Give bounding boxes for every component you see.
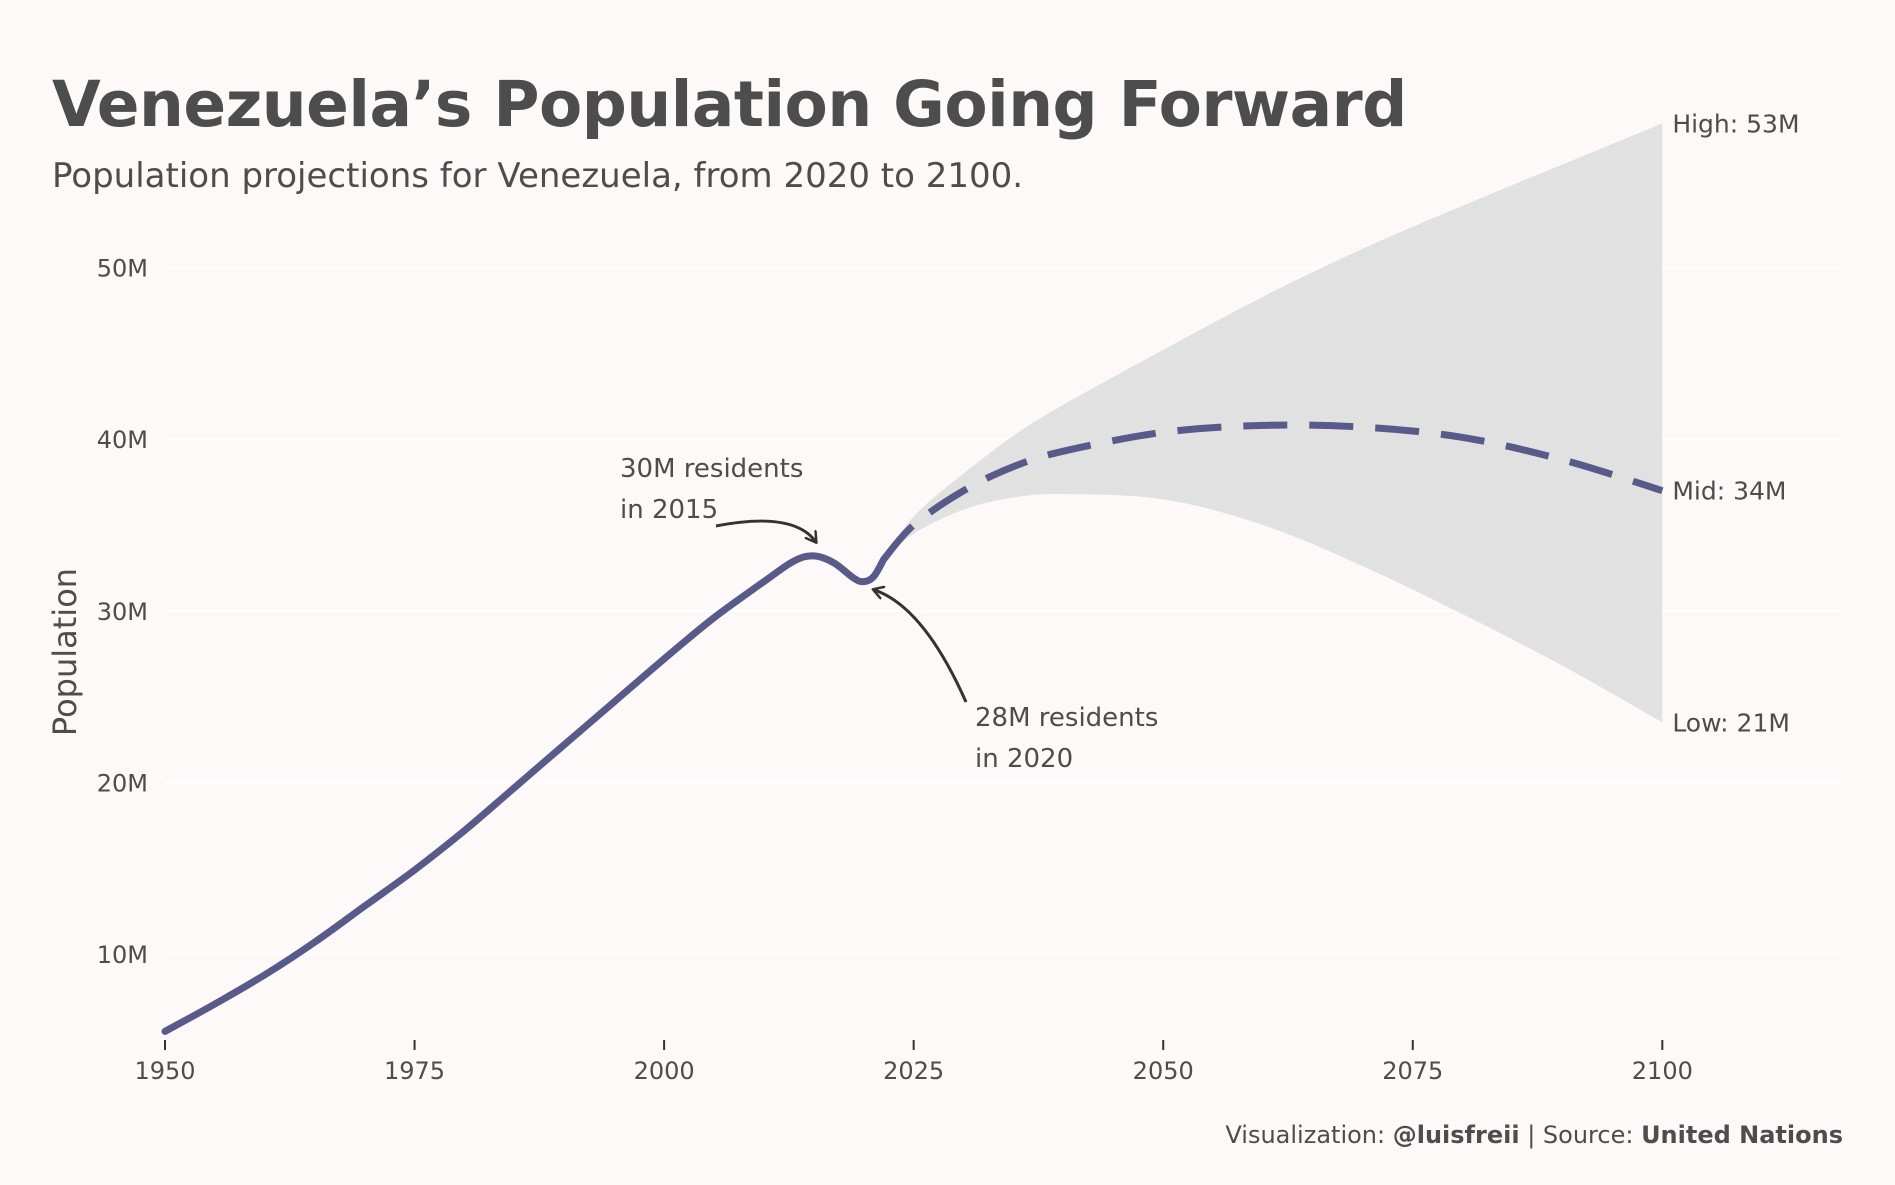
annotation-2015-arrow xyxy=(715,519,816,542)
y-tick-label-10: 10M xyxy=(97,941,148,969)
annotation-2015-line-1: 30M residents xyxy=(620,454,803,484)
x-tick-label-2000: 2000 xyxy=(634,1057,695,1085)
x-tick-label-2025: 2025 xyxy=(883,1057,944,1085)
axes-layer: 10M 20M 30M 40M 50M 1950 1975 2000 2025 2050 2075 2… xyxy=(97,255,1693,1086)
caption-separator: | Source: xyxy=(1519,1121,1642,1149)
y-axis-label: Population xyxy=(46,568,84,736)
x-tick-label-1950: 1950 xyxy=(134,1057,195,1085)
annotation-2020-line-2: in 2020 xyxy=(975,744,1073,774)
end-label-upper: High: 53M xyxy=(1672,109,1799,138)
annotations-layer: High: 53M Mid: 34M Low: 21M 30M residents in… xyxy=(620,109,1800,774)
caption-prefix: Visualization: xyxy=(1225,1121,1393,1149)
x-tick-label-2050: 2050 xyxy=(1133,1057,1194,1085)
caption: Visualization: @luisfreii | Source: Unit… xyxy=(1225,1121,1843,1149)
y-tick-label-50: 50M xyxy=(97,255,148,283)
series-line-mid xyxy=(881,421,1664,562)
annotation-2020-line-1: 28M residents xyxy=(975,703,1158,733)
end-label-lower: Low: 21M xyxy=(1672,708,1790,737)
series-layer xyxy=(161,421,1664,1035)
x-tick-label-1975: 1975 xyxy=(384,1057,445,1085)
x-tick-label-2075: 2075 xyxy=(1382,1057,1443,1085)
chart-subtitle: Population projections for Venezuela, fr… xyxy=(52,156,1024,196)
y-tick-label-20: 20M xyxy=(97,770,148,798)
series-line-historical xyxy=(161,552,888,1035)
caption-author: @luisfreii xyxy=(1392,1121,1520,1149)
chart-title: Venezuela’s Population Going Forward xyxy=(52,68,1407,141)
x-tick-label-2100: 2100 xyxy=(1632,1057,1693,1085)
y-tick-label-40: 40M xyxy=(97,426,148,454)
caption-source: United Nations xyxy=(1641,1121,1843,1149)
annotation-2020-arrow xyxy=(874,590,968,703)
annotation-2015-line-2: in 2015 xyxy=(620,495,718,525)
end-label-mid: Mid: 34M xyxy=(1672,477,1786,506)
y-tick-label-30: 30M xyxy=(97,598,148,626)
